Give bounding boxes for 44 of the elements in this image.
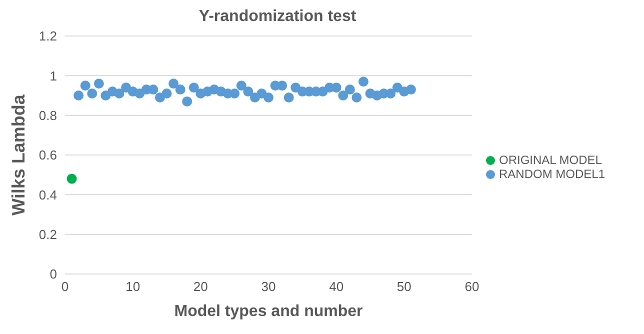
point bbox=[162, 88, 172, 99]
point bbox=[182, 96, 192, 106]
y-tick-label: 0.2 bbox=[38, 226, 57, 242]
y-axis-title: Wilks Lambda bbox=[8, 94, 28, 216]
point bbox=[284, 92, 294, 102]
point bbox=[264, 92, 274, 102]
x-tick-label: 50 bbox=[396, 279, 412, 294]
point bbox=[74, 90, 84, 100]
y-tick-label: 0.4 bbox=[38, 187, 57, 202]
point bbox=[352, 92, 362, 102]
x-tick-label: 60 bbox=[464, 279, 480, 294]
y-tick-label: 0.8 bbox=[38, 108, 57, 123]
y-tick-label: 0.6 bbox=[38, 148, 57, 163]
x-tick-label: 10 bbox=[126, 279, 140, 294]
point bbox=[94, 78, 104, 89]
point bbox=[148, 84, 158, 95]
legend-label: RANDOM MODEL1 bbox=[499, 167, 606, 181]
point bbox=[406, 84, 416, 95]
legend-label: ORIGINAL MODEL bbox=[499, 153, 602, 167]
point bbox=[358, 76, 368, 87]
point bbox=[236, 80, 246, 91]
y-tick-label: 1 bbox=[50, 68, 57, 84]
point bbox=[277, 80, 288, 91]
y-tick-label: 1.2 bbox=[38, 28, 57, 44]
x-axis-title: Model types and number bbox=[174, 303, 363, 320]
point bbox=[243, 86, 254, 97]
point bbox=[331, 82, 342, 93]
x-tick-label: 30 bbox=[261, 279, 276, 294]
chart-title: Y-randomization test bbox=[198, 8, 358, 26]
y-tick-label: 0 bbox=[50, 266, 57, 282]
x-tick-label: 0 bbox=[61, 279, 69, 294]
point bbox=[230, 88, 240, 99]
point bbox=[114, 88, 124, 99]
x-tick-label: 40 bbox=[329, 279, 344, 294]
x-tick-label: 20 bbox=[193, 279, 208, 294]
point bbox=[188, 82, 199, 93]
point bbox=[87, 88, 98, 99]
point bbox=[66, 174, 77, 184]
point bbox=[386, 88, 396, 99]
point bbox=[168, 78, 179, 89]
point bbox=[338, 90, 348, 100]
point bbox=[80, 80, 90, 91]
point bbox=[175, 84, 186, 95]
point bbox=[344, 84, 355, 95]
